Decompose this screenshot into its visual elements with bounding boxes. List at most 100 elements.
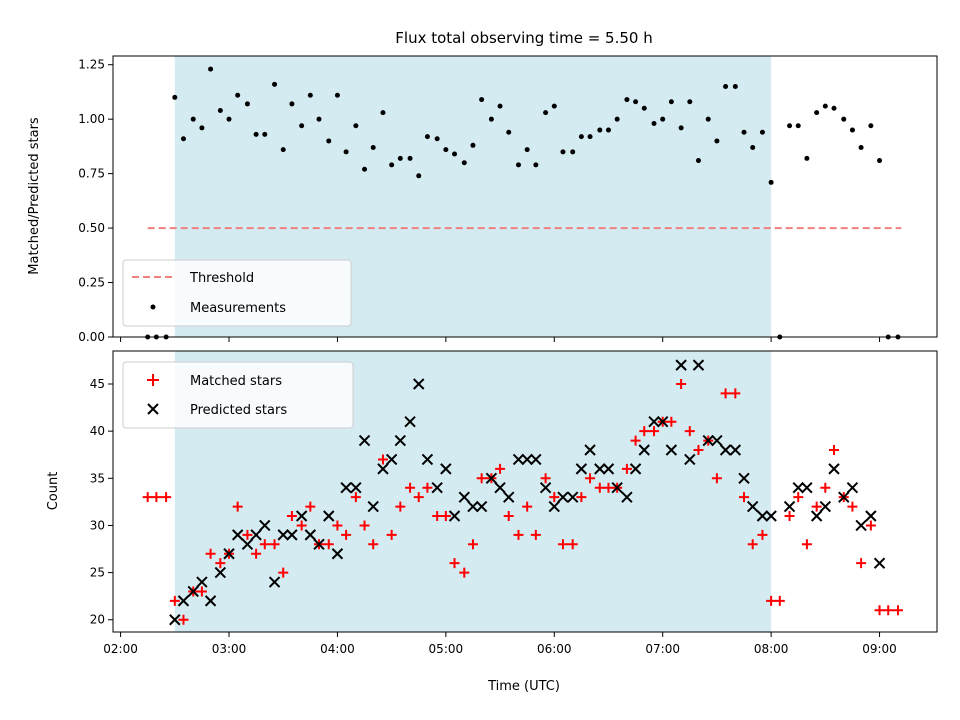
measurement-point bbox=[370, 144, 376, 150]
matched-star-point bbox=[720, 388, 731, 399]
measurement-point bbox=[326, 138, 332, 144]
measurement-point bbox=[253, 131, 259, 137]
predicted-star-point bbox=[421, 453, 434, 466]
bottom-y-ticks: 20 25 30 35 40 45 bbox=[90, 377, 113, 627]
measurement-point bbox=[334, 92, 340, 98]
predicted-star-point bbox=[594, 463, 606, 475]
matched-star-point bbox=[576, 492, 587, 503]
top-y-tick-label: 0.25 bbox=[78, 276, 105, 290]
measurement-point bbox=[841, 116, 847, 122]
predicted-star-point bbox=[557, 491, 569, 503]
measurement-point bbox=[814, 110, 820, 116]
measurement-point bbox=[397, 155, 403, 161]
matched-star-point bbox=[449, 558, 460, 569]
predicted-star-point bbox=[638, 444, 650, 456]
matched-star-point bbox=[856, 558, 867, 569]
predicted-star-point bbox=[702, 434, 714, 447]
measurement-point bbox=[660, 116, 666, 122]
measurement-point bbox=[822, 103, 828, 109]
top-legend-box bbox=[122, 259, 352, 327]
legend-predicted-label: Predicted stars bbox=[190, 403, 287, 418]
predicted-star-point bbox=[855, 519, 867, 532]
predicted-star-point bbox=[539, 482, 552, 494]
matched-star-point bbox=[296, 520, 307, 531]
x-tick-label: 07:00 bbox=[645, 642, 680, 656]
predicted-star-point bbox=[187, 585, 199, 598]
matched-star-point bbox=[467, 539, 478, 550]
measurement-point bbox=[416, 173, 422, 179]
predicted-star-point bbox=[530, 453, 542, 466]
predicted-star-point bbox=[746, 500, 759, 513]
x-tick-label: 06:00 bbox=[537, 642, 572, 656]
matched-star-point bbox=[549, 492, 560, 503]
predicted-star-point bbox=[340, 482, 352, 494]
matched-star-point bbox=[585, 473, 596, 484]
matched-star-point bbox=[711, 473, 722, 484]
measurement-point bbox=[461, 160, 467, 166]
predicted-star-point bbox=[304, 529, 317, 541]
matched-star-point bbox=[151, 492, 162, 503]
matched-star-point bbox=[784, 511, 795, 522]
predicted-star-point bbox=[828, 463, 840, 475]
measurement-point bbox=[759, 129, 765, 135]
bottom-x-ticks: 02:00 03:00 04:00 05:00 06:00 07:00 08:00 09:00 bbox=[103, 632, 897, 656]
top-y-tick-label: 1.25 bbox=[78, 58, 105, 72]
matched-star-point bbox=[332, 520, 343, 531]
predicted-star-point bbox=[448, 510, 461, 522]
legend-measurement-label: Measurements bbox=[190, 301, 286, 316]
matched-star-point bbox=[684, 426, 695, 437]
measurement-point bbox=[533, 162, 539, 168]
measurement-point bbox=[424, 134, 430, 140]
matched-star-point bbox=[359, 520, 370, 531]
measurement-point bbox=[551, 103, 557, 109]
measurement-point bbox=[741, 129, 747, 135]
matched-star-point bbox=[757, 529, 768, 540]
matched-star-point bbox=[847, 501, 858, 512]
predicted-star-point bbox=[738, 472, 750, 485]
measurement-point bbox=[199, 125, 205, 131]
predicted-star-point bbox=[295, 510, 308, 522]
bottom-panel: 20 25 30 35 40 45 02:00 03:00 04:00 05:00 06:00 07… bbox=[46, 350, 938, 694]
matched-star-point bbox=[178, 614, 189, 625]
predicted-star-point bbox=[331, 548, 344, 560]
bottom-legend-box bbox=[122, 361, 354, 429]
measurement-point bbox=[190, 116, 196, 122]
predicted-star-point bbox=[277, 529, 289, 541]
predicted-star-point bbox=[765, 510, 777, 522]
matched-star-point bbox=[169, 595, 180, 606]
predicted-star-point bbox=[485, 472, 498, 485]
matched-star-point bbox=[278, 567, 289, 578]
predicted-star-point bbox=[231, 529, 244, 541]
bottom-legend: Matched stars Predicted stars bbox=[122, 361, 354, 429]
x-tick-label: 04:00 bbox=[320, 642, 355, 656]
x-tick-label: 09:00 bbox=[862, 642, 897, 656]
predicted-star-point bbox=[350, 482, 362, 494]
measurement-point bbox=[605, 127, 611, 133]
matched-star-point bbox=[432, 511, 443, 522]
x-tick-label: 05:00 bbox=[429, 642, 464, 656]
measurement-point bbox=[299, 123, 305, 129]
measurement-point bbox=[407, 155, 413, 161]
matched-star-point bbox=[386, 529, 397, 540]
matched-star-point bbox=[142, 492, 153, 503]
measurement-point bbox=[868, 123, 874, 129]
predicted-star-point bbox=[521, 453, 533, 466]
matched-star-point bbox=[621, 463, 632, 474]
matched-star-point bbox=[323, 539, 334, 550]
predicted-star-points bbox=[169, 359, 886, 626]
predicted-star-point bbox=[783, 500, 796, 513]
predicted-star-point bbox=[494, 482, 506, 494]
bottom-plot-frame bbox=[112, 350, 938, 633]
matched-star-point bbox=[540, 473, 551, 484]
measurement-point bbox=[804, 155, 810, 161]
measurement-point bbox=[732, 83, 738, 89]
matched-star-point bbox=[422, 482, 433, 493]
measurement-point bbox=[307, 92, 313, 98]
predicted-star-point bbox=[367, 500, 379, 513]
matched-star-point bbox=[594, 482, 605, 493]
top-y-tick-label: 1.00 bbox=[78, 112, 105, 126]
matched-star-point bbox=[251, 548, 262, 559]
top-y-ticks: 0.00 0.25 0.50 0.75 1.00 1.25 bbox=[78, 58, 113, 344]
matched-star-point bbox=[829, 445, 839, 456]
measurement-point bbox=[587, 134, 593, 140]
